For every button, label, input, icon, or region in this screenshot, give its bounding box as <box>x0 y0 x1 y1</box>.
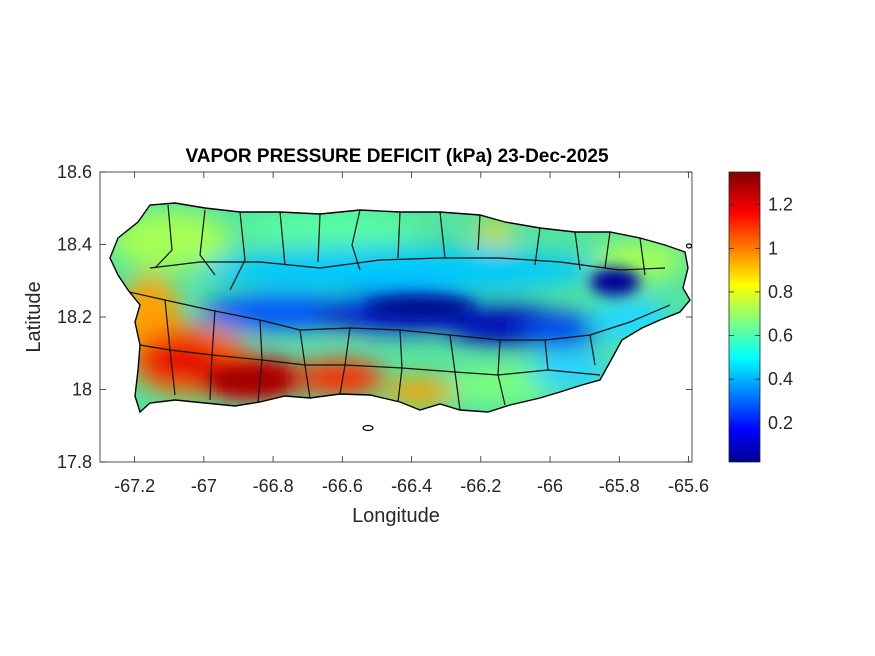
y-axis-ticks: 17.8 18 18.2 18.4 18.6 <box>57 162 692 472</box>
x-tick-label: -66.8 <box>253 476 294 496</box>
colorbar-ticks: 0.2 0.4 0.6 0.8 1 1.2 <box>729 195 793 433</box>
y-tick-label: 17.8 <box>57 452 92 472</box>
island-east-cay <box>685 243 693 249</box>
vpd-heat-field <box>110 203 690 412</box>
vpd-region-south-orange <box>385 378 455 406</box>
colorbar-tick-label: 0.2 <box>768 413 793 433</box>
y-tick-label: 18.2 <box>57 307 92 327</box>
vpd-region-min-central <box>365 296 475 320</box>
x-tick-label: -65.8 <box>599 476 640 496</box>
colorbar-tick-label: 0.6 <box>768 326 793 346</box>
vpd-region-southeast-cyan <box>530 350 610 390</box>
y-tick-label: 18 <box>72 380 92 400</box>
vpd-region-east-blue <box>520 312 600 348</box>
x-tick-label: -67.2 <box>114 476 155 496</box>
figure-title: VAPOR PRESSURE DEFICIT (kPa) 23-Dec-2025 <box>185 146 608 167</box>
x-tick-label: -66 <box>537 476 563 496</box>
colorbar-tick-label: 1 <box>768 238 778 258</box>
x-tick-label: -66.4 <box>391 476 432 496</box>
x-axis-ticks: -67.2 -67 -66.8 -66.6 -66.4 -66.2 -66 -65.8 -65.… <box>114 172 709 496</box>
x-axis-label: Longitude <box>352 505 440 527</box>
island-caja-de-muerto <box>362 424 374 432</box>
vpd-region-interior-cyan <box>200 248 600 292</box>
x-tick-label: -66.6 <box>322 476 363 496</box>
colorbar-tick-label: 1.2 <box>768 195 793 215</box>
municipality-boundaries <box>119 204 671 411</box>
y-axis-label: Latitude <box>23 281 45 352</box>
vpd-region-south-red-3 <box>295 360 385 396</box>
x-tick-label: -66.2 <box>460 476 501 496</box>
colorbar-tick-label: 0.8 <box>768 282 793 302</box>
x-tick-label: -65.6 <box>668 476 709 496</box>
vpd-region-max-southwest <box>210 368 290 392</box>
colorbar <box>728 171 761 463</box>
vpd-region-north-dot <box>477 222 513 242</box>
vpd-region-northcentral <box>240 212 420 244</box>
x-tick-label: -67 <box>191 476 217 496</box>
vpd-region-min-east <box>590 268 640 296</box>
colorbar-tick-label: 0.4 <box>768 369 793 389</box>
y-tick-label: 18.6 <box>57 162 92 182</box>
y-tick-label: 18.4 <box>57 235 92 255</box>
